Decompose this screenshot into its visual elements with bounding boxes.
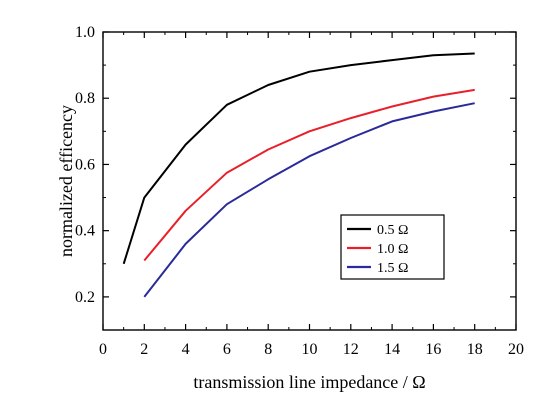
legend-label-1: 0.5 Ω xyxy=(377,223,408,238)
series-line-3 xyxy=(143,102,475,298)
y-tick-label: 0.8 xyxy=(75,90,95,107)
x-axis: 0 2 4 6 8 10 12 14 16 18 20 xyxy=(99,32,524,358)
x-tick-label: 18 xyxy=(467,341,483,358)
series-line-2 xyxy=(143,88,475,262)
legend-label-2: 1.0 Ω xyxy=(377,242,408,257)
x-axis-label: transmission line impedance / Ω xyxy=(193,372,425,392)
x-tick-label: 12 xyxy=(343,341,359,358)
x-tick-label: 0 xyxy=(99,341,107,358)
x-tick-label: 20 xyxy=(508,341,524,358)
plot-border xyxy=(102,31,517,331)
y-tick-label: 0.4 xyxy=(75,223,95,240)
y-axis-label: normalized efficency xyxy=(56,105,76,257)
legend-label-3: 1.5 Ω xyxy=(377,261,408,276)
series-line-1 xyxy=(122,52,475,265)
series-lines xyxy=(122,52,475,298)
y-axis: 0.2 0.4 0.6 0.8 1.0 xyxy=(75,24,516,331)
x-tick-label: 14 xyxy=(384,341,400,358)
x-tick-label: 10 xyxy=(302,341,318,358)
legend: 0.5 Ω 1.0 Ω 1.5 Ω xyxy=(340,214,445,280)
plot-area xyxy=(102,31,517,331)
x-tick-label: 4 xyxy=(182,341,190,358)
x-tick-label: 16 xyxy=(425,341,441,358)
y-tick-label: 1.0 xyxy=(75,24,95,41)
x-tick-label: 8 xyxy=(264,341,272,358)
y-tick-label: 0.2 xyxy=(75,289,95,306)
x-tick-label: 6 xyxy=(223,341,231,358)
x-tick-label: 2 xyxy=(140,341,148,358)
y-tick-label: 0.6 xyxy=(75,156,95,173)
